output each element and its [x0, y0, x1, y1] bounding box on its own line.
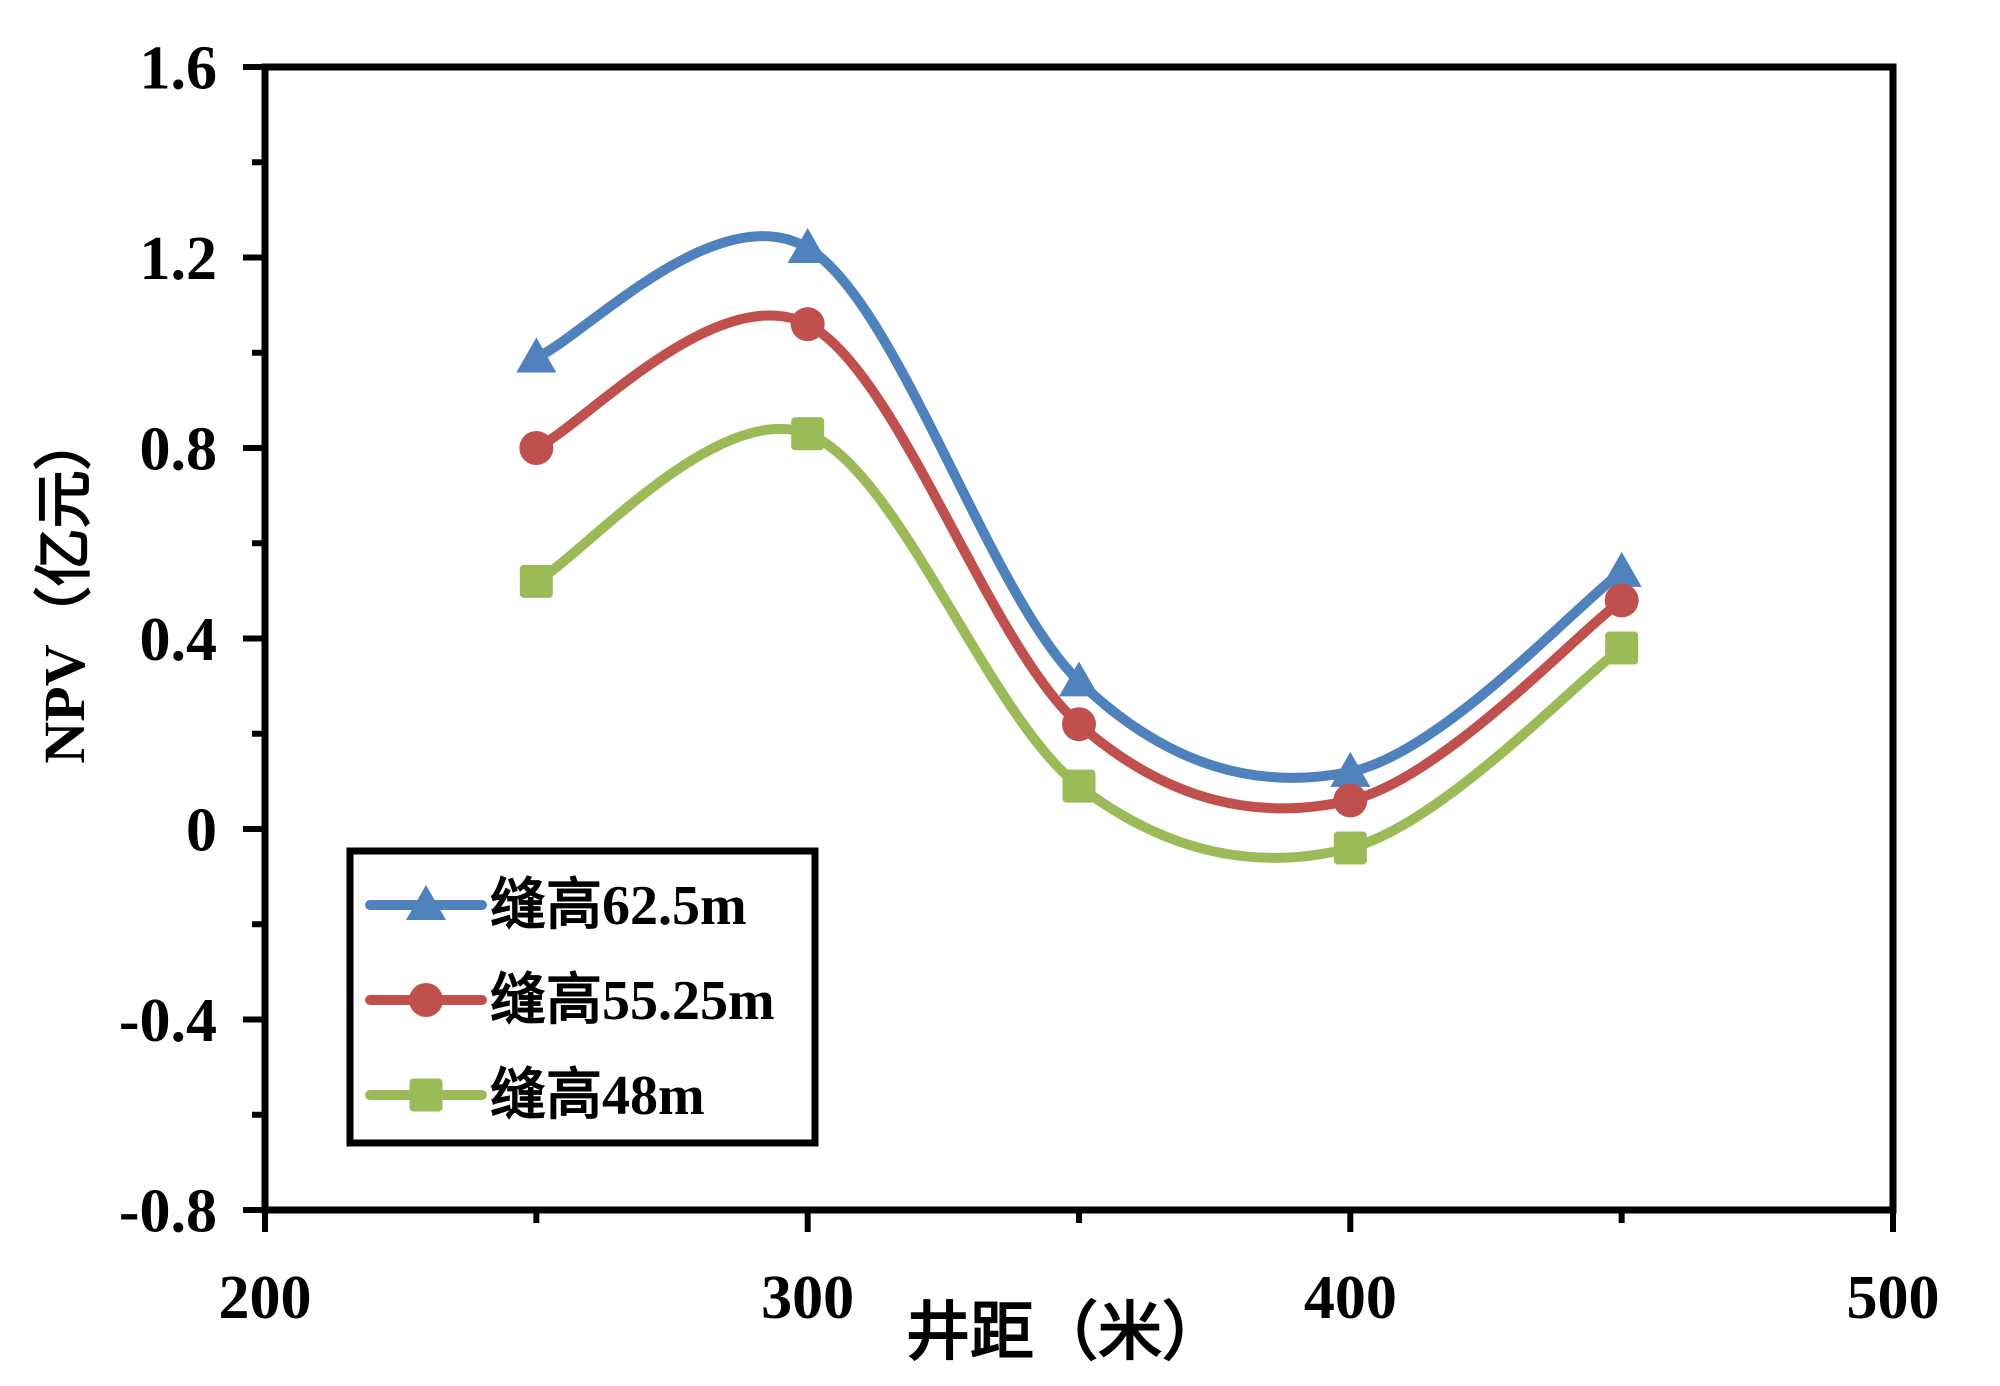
series-1-point-circle-marker-icon	[1333, 783, 1368, 818]
legend-label: 缝高48m	[490, 1065, 705, 1127]
legend: 缝高62.5m 缝高55.25m 缝高48m	[346, 847, 819, 1147]
series-2-point-square-marker-icon	[1062, 769, 1096, 803]
y-tick-label: -0.8	[119, 1178, 217, 1246]
y-tick-label: 0.8	[140, 416, 218, 484]
series-0-point-triangle-marker-icon	[787, 227, 828, 263]
x-axis-title: 井距（米）	[906, 1297, 1226, 1368]
legend-square-marker-icon	[409, 1078, 443, 1112]
series-1-point-circle-marker-icon	[1604, 583, 1639, 618]
y-axis-title: NPV（亿元）	[32, 412, 97, 763]
series-2-point-square-marker-icon	[791, 417, 825, 451]
y-tick-label: 1.6	[140, 35, 218, 103]
series-0-point-triangle-marker-icon	[1059, 661, 1099, 697]
series-2-point-square-marker-icon	[519, 564, 553, 598]
y-tick-label: -0.4	[119, 987, 217, 1055]
x-tick-label: 400	[1304, 1264, 1397, 1332]
series-1-point-circle-marker-icon	[790, 307, 825, 342]
legend-label: 缝高62.5m	[490, 875, 747, 937]
series-1-point-circle-marker-icon	[519, 431, 554, 465]
legend-item: 缝高48m	[365, 1065, 705, 1127]
series-0-point-triangle-marker-icon	[516, 337, 557, 373]
legend-item: 缝高55.25m	[365, 970, 775, 1032]
series-line-0	[531, 231, 1627, 783]
plot-layer: -0.8 -0.4 0 0.4 0.8 1.2 1.6 200 300 400 500	[119, 35, 1940, 1332]
legend-circle-marker-icon	[409, 983, 443, 1017]
x-tick-label: 300	[761, 1264, 854, 1332]
series-line-1	[531, 310, 1627, 814]
legend-item: 缝高62.5m	[365, 875, 747, 937]
series-1-point-circle-marker-icon	[1062, 707, 1096, 742]
series-0-point-triangle-marker-icon	[1601, 551, 1642, 587]
legend-label: 缝高55.25m	[490, 970, 775, 1032]
series-2-point-square-marker-icon	[1605, 631, 1639, 665]
series-0-point-triangle-marker-icon	[1330, 751, 1371, 787]
y-tick-label: 0.4	[140, 606, 218, 674]
y-tick-label: 0	[186, 797, 217, 865]
x-tick-label: 500	[1847, 1264, 1940, 1332]
y-tick-label: 1.2	[140, 225, 218, 293]
series-2-point-square-marker-icon	[1333, 831, 1367, 865]
legend-triangle-marker-icon	[406, 885, 446, 920]
x-tick-label: 200	[219, 1264, 312, 1332]
